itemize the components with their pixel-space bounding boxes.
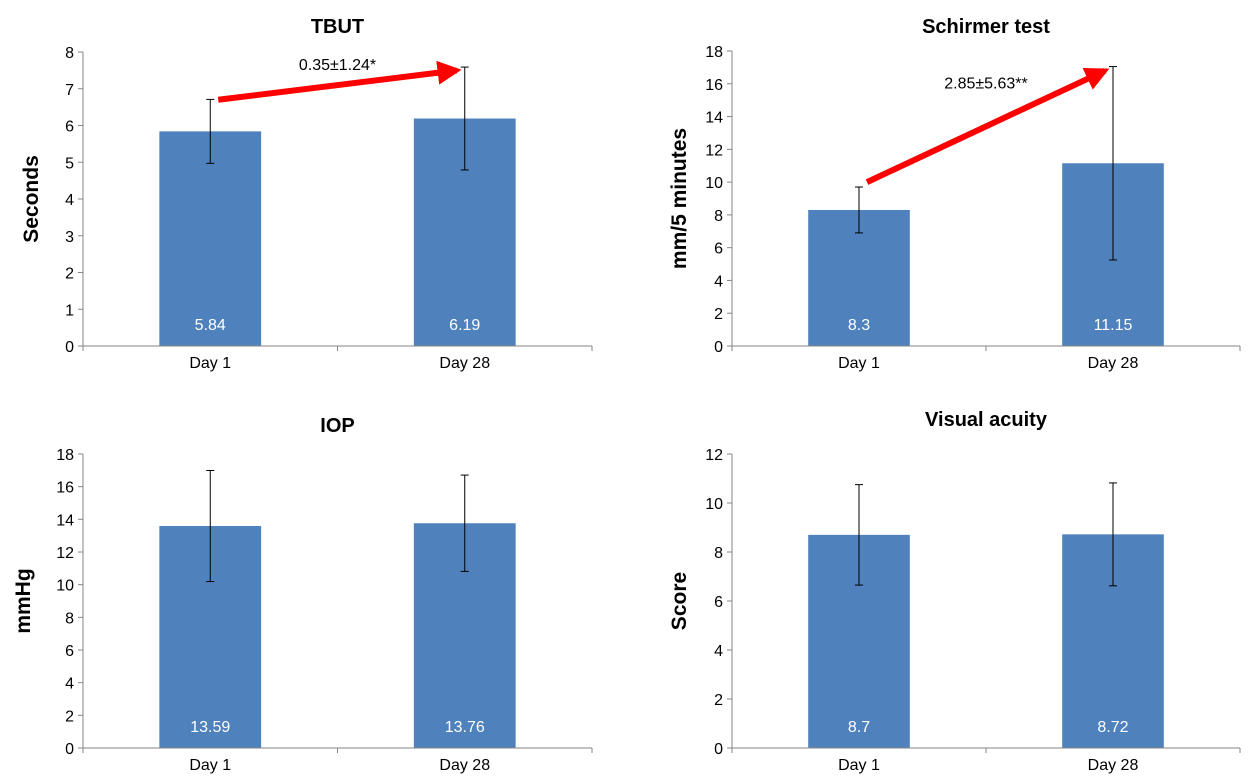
y-tick-label: 16: [56, 480, 74, 497]
chart-title: IOP: [320, 415, 354, 437]
error-bar: [855, 484, 863, 586]
y-tick-label: 7: [65, 82, 74, 99]
y-axis-label: mm/5 minutes: [668, 128, 691, 269]
error-bar: [460, 474, 469, 572]
data-label: 13.76: [445, 719, 485, 736]
chart-title: Visual acuity: [925, 409, 1048, 431]
annotation-arrow: [217, 60, 462, 103]
y-tick-label: 0: [65, 741, 74, 758]
y-axis-label: Seconds: [20, 155, 43, 243]
error-bar: [206, 469, 215, 583]
y-tick-label: 4: [65, 192, 74, 209]
y-tick-label: 6: [65, 119, 74, 136]
y-tick-label: 12: [705, 142, 723, 159]
y-tick-label: 2: [714, 692, 723, 709]
annotation-text: 2.85±5.63**: [944, 75, 1028, 92]
data-label: 8.72: [1097, 719, 1128, 736]
y-tick-label: 6: [65, 643, 74, 660]
y-tick-label: 2: [714, 306, 723, 323]
y-tick-label: 2: [65, 266, 74, 283]
error-bar: [460, 66, 469, 171]
y-tick-label: 4: [65, 676, 74, 693]
y-tick-label: 8: [714, 545, 723, 562]
y-tick-label: 10: [705, 175, 723, 192]
y-axis-label: Score: [668, 572, 691, 630]
data-label: 13.59: [190, 719, 230, 736]
category-label: Day 28: [439, 757, 490, 774]
y-tick-label: 4: [714, 643, 723, 660]
category-label: Day 1: [189, 355, 231, 372]
y-tick-label: 12: [705, 447, 723, 464]
bar-day-1: [159, 131, 262, 346]
error-bar: [206, 98, 215, 164]
category-label: Day 28: [1088, 757, 1139, 774]
y-tick-label: 14: [705, 110, 723, 127]
error-bar: [855, 186, 863, 234]
chart-panel-3: Visual acuity Score 8.7 Day 1 8.72 Day 28 0 2 4 6…: [668, 409, 1241, 774]
annotation-arrow: [865, 67, 1110, 185]
error-bar: [1109, 482, 1117, 587]
category-label: Day 1: [189, 757, 231, 774]
y-tick-label: 18: [705, 44, 723, 61]
y-tick-label: 0: [714, 741, 723, 758]
y-tick-label: 8: [714, 208, 723, 225]
y-axis-label: mmHg: [12, 568, 35, 633]
data-label: 8.3: [848, 317, 870, 334]
y-tick-label: 8: [65, 45, 74, 62]
chart-title: Schirmer test: [922, 16, 1050, 38]
y-tick-label: 18: [56, 447, 74, 464]
y-tick-label: 2: [65, 708, 74, 725]
data-label: 5.84: [195, 317, 226, 334]
y-tick-label: 0: [714, 339, 723, 356]
data-label: 11.15: [1094, 317, 1133, 334]
chart-panel-2: IOP mmHg 13.59 Day 1 13.76 Day 28 0 2 4 6 8 10 12 14 1…: [12, 415, 593, 774]
category-label: Day 1: [838, 757, 880, 774]
y-tick-label: 16: [705, 77, 723, 94]
y-tick-label: 5: [65, 155, 74, 172]
chart-panel-1: Schirmer test mm/5 minutes 8.3 Day 1 11.15 Da…: [668, 16, 1241, 372]
category-label: Day 28: [1088, 355, 1139, 372]
y-tick-label: 12: [56, 545, 74, 562]
error-bar: [1109, 66, 1117, 261]
y-tick-label: 0: [65, 339, 74, 356]
annotation-text: 0.35±1.24*: [299, 57, 376, 74]
data-label: 6.19: [449, 317, 480, 334]
category-label: Day 1: [838, 355, 880, 372]
chart-panel-0: TBUT Seconds 5.84 Day 1 6.19 Day 28 0 1 2 3 4 5 6 7 8 0…: [20, 16, 593, 372]
y-tick-label: 6: [714, 594, 723, 611]
y-tick-label: 3: [65, 229, 74, 246]
data-label: 8.7: [848, 719, 870, 736]
y-tick-label: 14: [56, 512, 74, 529]
y-tick-label: 4: [714, 273, 723, 290]
y-tick-label: 1: [65, 302, 74, 319]
y-tick-label: 10: [56, 578, 74, 595]
y-tick-label: 6: [714, 241, 723, 258]
category-label: Day 28: [439, 355, 490, 372]
y-tick-label: 10: [705, 496, 723, 513]
chart-title: TBUT: [311, 16, 364, 38]
y-tick-label: 8: [65, 610, 74, 627]
